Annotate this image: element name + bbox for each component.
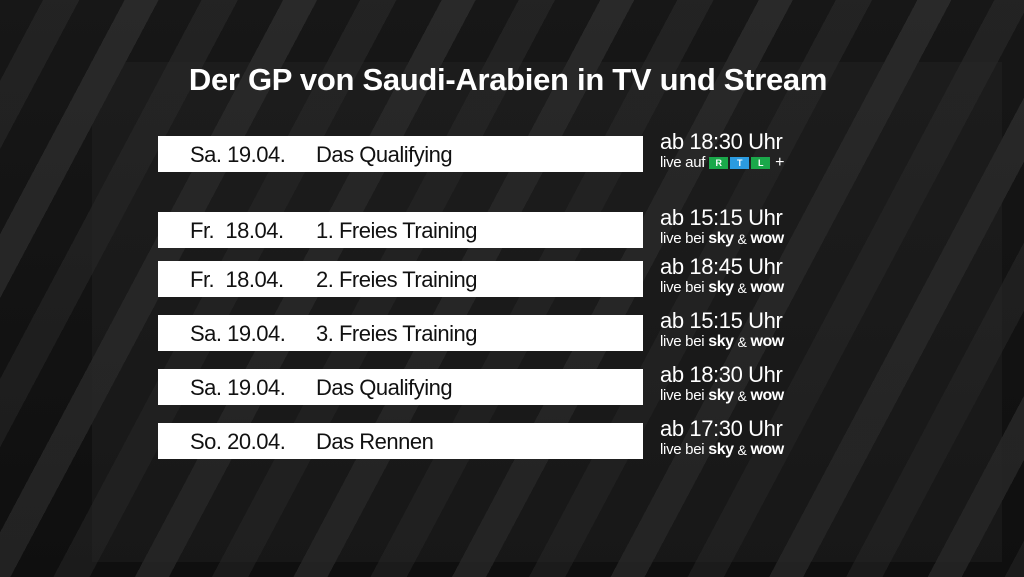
broadcast-time: ab 18:45 Uhr [660,254,783,279]
live-line: live bei sky & wow [660,333,784,351]
wow-logo: wow [750,230,785,247]
schedule-event: 2. Freies Training [316,267,477,292]
schedule-date: Sa. 19.04. [190,321,286,346]
featured-broadcast-info: ab 18:30 Uhr live auf R T L + [660,130,784,172]
rtl-letter-l: L [751,157,771,169]
schedule-row: So. 20.04. Das Rennen ab 17:30 Uhr live … [0,417,1024,459]
ampersand: & [737,334,747,350]
ampersand: & [737,231,747,247]
schedule-event: Das Qualifying [316,375,453,400]
broadcast-time: ab 17:30 Uhr [660,416,783,441]
rtl-letter-t: T [730,157,750,169]
wow-logo: wow [750,387,785,404]
schedule-bar [158,261,643,297]
wow-logo: wow [750,441,785,458]
live-label: live bei [660,441,705,458]
schedule-bar [158,423,643,459]
schedule-date: Sa. 19.04. [190,375,286,400]
featured-live-label: live auf [660,154,706,171]
live-label: live bei [660,333,705,350]
live-line: live bei sky & wow [660,441,784,459]
broadcast-time: ab 15:15 Uhr [660,205,783,230]
featured-event: Das Qualifying [316,142,453,167]
broadcast-time: ab 18:30 Uhr [660,362,783,387]
live-label: live bei [660,279,705,296]
featured-date: Sa. 19.04. [190,142,286,167]
sky-logo: sky [708,230,734,247]
rtl-plus-sign: + [775,154,785,171]
rtl-plus-logo: R T L + [709,154,784,172]
live-label: live bei [660,230,705,247]
featured-bar [158,136,643,172]
ampersand: & [737,388,747,404]
broadcast-info: ab 17:30 Uhr live bei sky & wow [660,417,784,459]
schedule-row: Sa. 19.04. 3. Freies Training ab 15:15 U… [0,309,1024,351]
ampersand: & [737,442,747,458]
sky-logo: sky [708,333,734,350]
schedule-date: Fr. 18.04. [190,267,284,292]
sky-logo: sky [708,441,734,458]
wow-logo: wow [750,333,785,350]
featured-row: Sa. 19.04. Das Qualifying ab 18:30 Uhr l… [0,130,1024,172]
broadcast-info: ab 18:30 Uhr live bei sky & wow [660,363,784,405]
broadcast-info: ab 15:15 Uhr live bei sky & wow [660,206,784,248]
schedule-event: 3. Freies Training [316,321,477,346]
schedule-event: Das Rennen [316,429,434,454]
schedule-date: Fr. 18.04. [190,218,284,243]
schedule-event: 1. Freies Training [316,218,477,243]
broadcast-info: ab 15:15 Uhr live bei sky & wow [660,309,784,351]
featured-live-line: live auf R T L + [660,154,784,172]
schedule-row: Sa. 19.04. Das Qualifying ab 18:30 Uhr l… [0,363,1024,405]
live-label: live bei [660,387,705,404]
sky-logo: sky [708,279,734,296]
broadcast-info: ab 18:45 Uhr live bei sky & wow [660,255,784,297]
live-line: live bei sky & wow [660,230,784,248]
live-line: live bei sky & wow [660,279,784,297]
sky-logo: sky [708,387,734,404]
live-line: live bei sky & wow [660,387,784,405]
page-title: Der GP von Saudi-Arabien in TV und Strea… [188,62,828,97]
schedule-date: So. 20.04. [190,429,286,454]
featured-time: ab 18:30 Uhr [660,129,783,154]
schedule-bar [158,315,643,351]
schedule-row: Fr. 18.04. 2. Freies Training ab 18:45 U… [0,255,1024,297]
wow-logo: wow [750,279,785,296]
broadcast-time: ab 15:15 Uhr [660,308,783,333]
rtl-letter-r: R [709,157,729,169]
ampersand: & [737,280,747,296]
schedule-row: Fr. 18.04. 1. Freies Training ab 15:15 U… [0,206,1024,248]
schedule-bar [158,212,643,248]
schedule-bar [158,369,643,405]
